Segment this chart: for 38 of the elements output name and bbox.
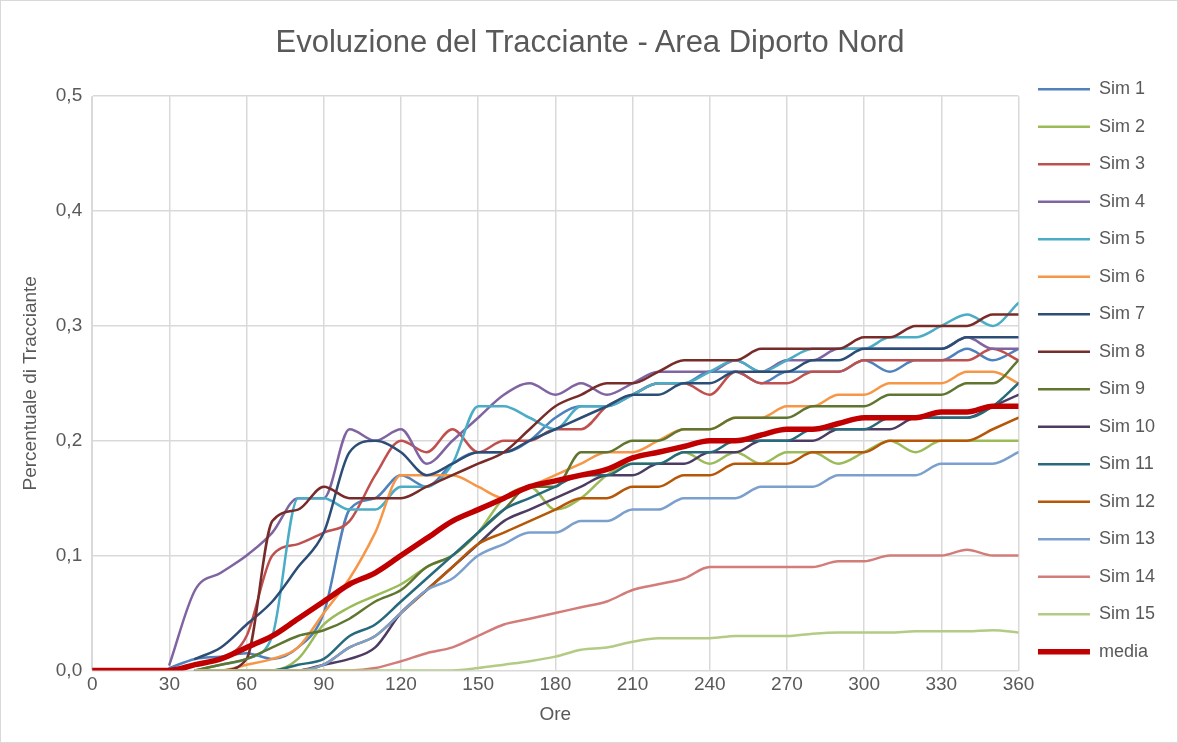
x-tick-label: 120 — [385, 673, 417, 695]
y-tick-label: 0,0 — [55, 658, 83, 680]
legend-label: Sim 8 — [1098, 340, 1145, 361]
x-tick-label: 210 — [616, 673, 649, 695]
legend-label: Sim 1 — [1098, 78, 1145, 99]
x-tick-label: 150 — [462, 673, 495, 695]
y-tick-label: 0,2 — [55, 428, 83, 450]
legend-label: Sim 7 — [1098, 303, 1145, 324]
x-axis-title: Ore — [539, 702, 572, 724]
legend-label: Sim 11 — [1098, 453, 1154, 474]
legend-label: Sim 10 — [1098, 415, 1156, 436]
legend-label: Sim 2 — [1098, 115, 1145, 136]
y-tick-label: 0,4 — [55, 199, 83, 221]
x-tick-label: 360 — [1002, 673, 1035, 695]
legend-label: Sim 3 — [1098, 153, 1145, 174]
legend-label: Sim 13 — [1098, 528, 1156, 549]
legend-label: Sim 12 — [1098, 490, 1156, 511]
legend-label: Sim 6 — [1098, 265, 1145, 286]
legend-label: media — [1098, 640, 1149, 661]
x-tick-label: 30 — [158, 673, 180, 695]
legend-label: Sim 9 — [1098, 378, 1145, 399]
x-tick-label: 300 — [848, 673, 880, 695]
y-tick-label: 0,1 — [55, 543, 83, 565]
x-tick-label: 240 — [693, 673, 726, 695]
chart-title: Evoluzione del Tracciante - Area Diporto Nord — [275, 24, 905, 60]
x-tick-label: 270 — [771, 673, 803, 695]
y-axis-title: Percentuale di Tracciante — [18, 276, 40, 491]
x-tick-label: 0 — [86, 673, 98, 695]
legend-label: Sim 4 — [1098, 190, 1145, 211]
y-tick-label: 0,5 — [55, 84, 83, 106]
x-tick-label: 90 — [313, 673, 335, 695]
x-tick-label: 60 — [236, 673, 258, 695]
x-tick-label: 330 — [925, 673, 958, 695]
legend-label: Sim 15 — [1098, 603, 1156, 624]
legend-label: Sim 14 — [1098, 565, 1156, 586]
legend-label: Sim 5 — [1098, 228, 1145, 249]
y-tick-label: 0,3 — [55, 314, 83, 336]
x-tick-label: 180 — [539, 673, 572, 695]
